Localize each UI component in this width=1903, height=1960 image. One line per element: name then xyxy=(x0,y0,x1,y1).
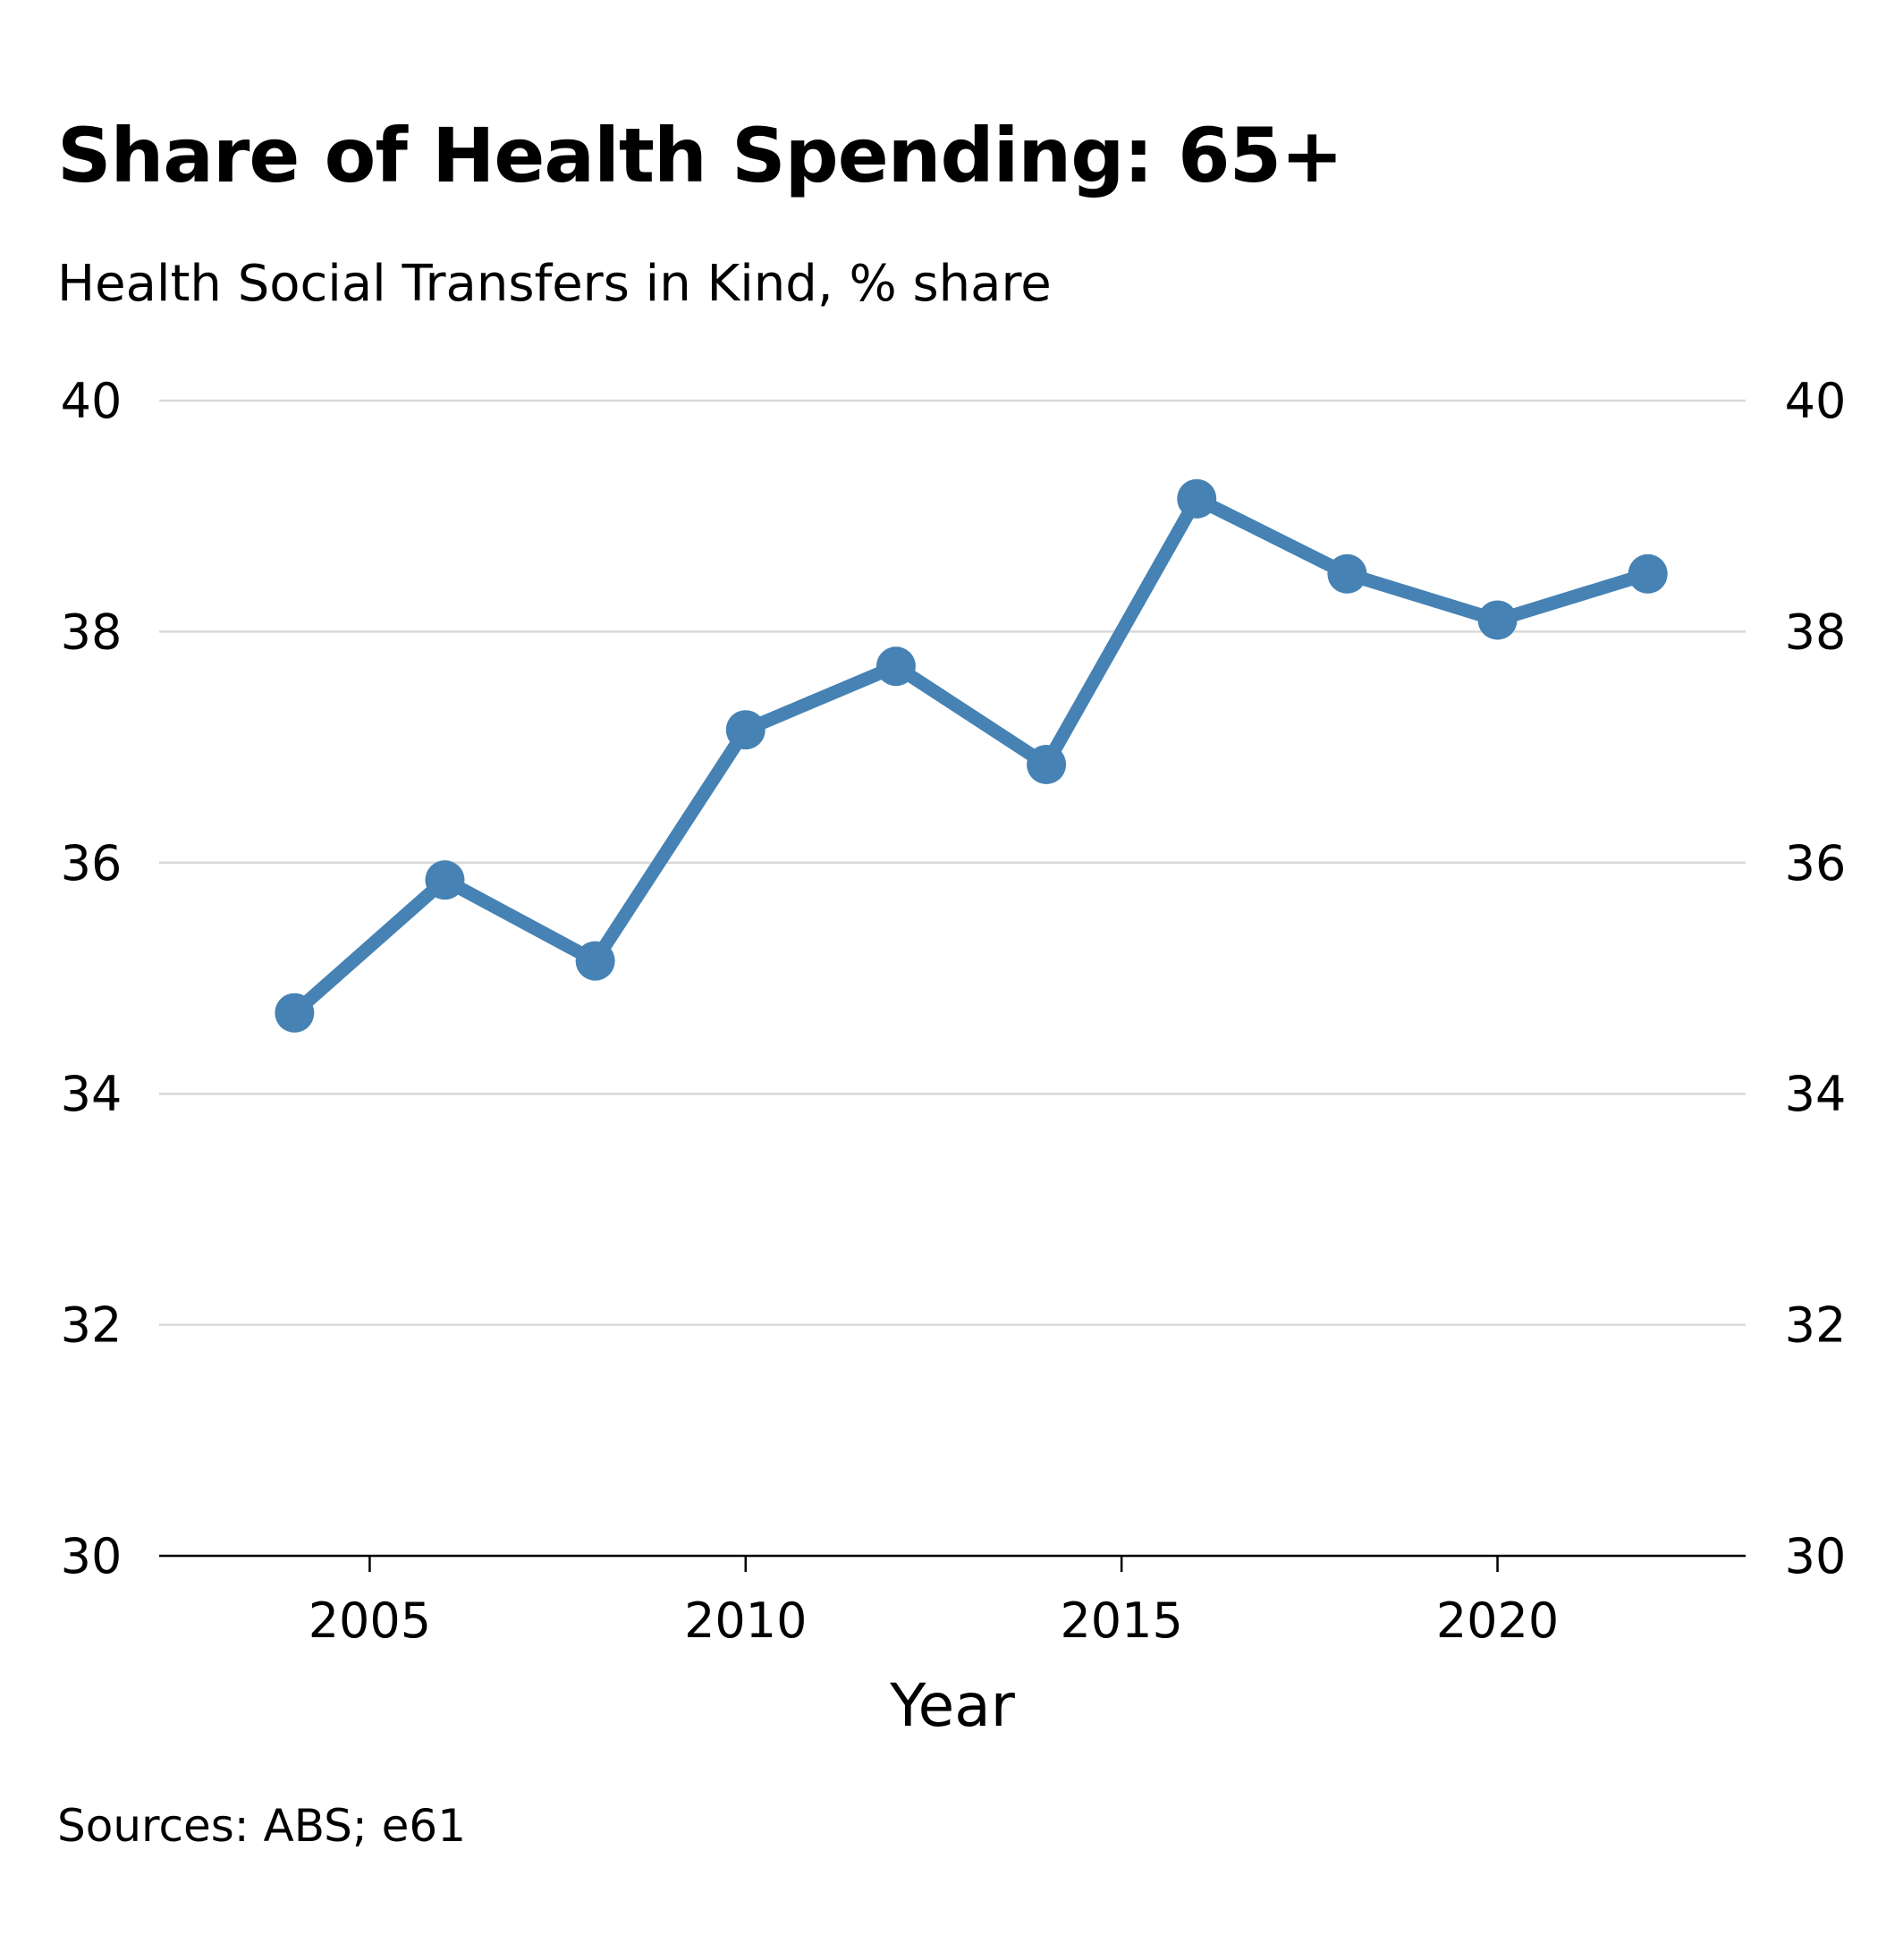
y-tick-label-right: 30 xyxy=(1785,1528,1847,1584)
gridlines xyxy=(159,399,1746,1326)
y-tick-label-right: 40 xyxy=(1785,373,1847,429)
y-tick-label-left: 34 xyxy=(61,1066,123,1122)
data-point xyxy=(1477,600,1518,640)
y-tick-label-left: 30 xyxy=(61,1528,123,1584)
data-point xyxy=(725,710,765,750)
series-line xyxy=(287,492,1655,1020)
source-note: Sources: ABS; e61 xyxy=(57,1800,467,1852)
chart-subtitle: Health Social Transfers in Kind, % share xyxy=(57,255,1052,313)
y-tick-label-left: 40 xyxy=(61,373,123,429)
data-point xyxy=(425,860,465,900)
x-axis-title: Year xyxy=(889,1671,1016,1740)
y-tick-label-right: 38 xyxy=(1785,604,1847,660)
chart-title: Share of Health Spending: 65+ xyxy=(57,112,1343,199)
x-tick-label: 2005 xyxy=(309,1592,431,1649)
y-tick-label-left: 32 xyxy=(61,1297,123,1354)
data-point xyxy=(875,646,916,687)
x-tick-label: 2020 xyxy=(1436,1592,1559,1649)
y-tick-label-right: 32 xyxy=(1785,1297,1847,1354)
y-tick-label-right: 34 xyxy=(1785,1066,1847,1122)
data-point xyxy=(1027,744,1067,784)
data-point xyxy=(1628,553,1668,594)
y-tick-label-left: 36 xyxy=(61,835,123,891)
axes: 30 30 32 32 34 34 36 36 38 38 40 40 2005 2010 2015 2020 xyxy=(61,373,1847,1649)
series-layer xyxy=(275,478,1668,1033)
data-point xyxy=(275,993,315,1033)
data-point xyxy=(1327,553,1367,594)
data-point xyxy=(575,941,615,981)
x-tick-label: 2015 xyxy=(1060,1592,1182,1649)
y-tick-label-right: 36 xyxy=(1785,835,1847,891)
y-tick-label-left: 38 xyxy=(61,604,123,660)
x-tick-label: 2010 xyxy=(684,1592,807,1649)
data-point xyxy=(1177,478,1217,519)
